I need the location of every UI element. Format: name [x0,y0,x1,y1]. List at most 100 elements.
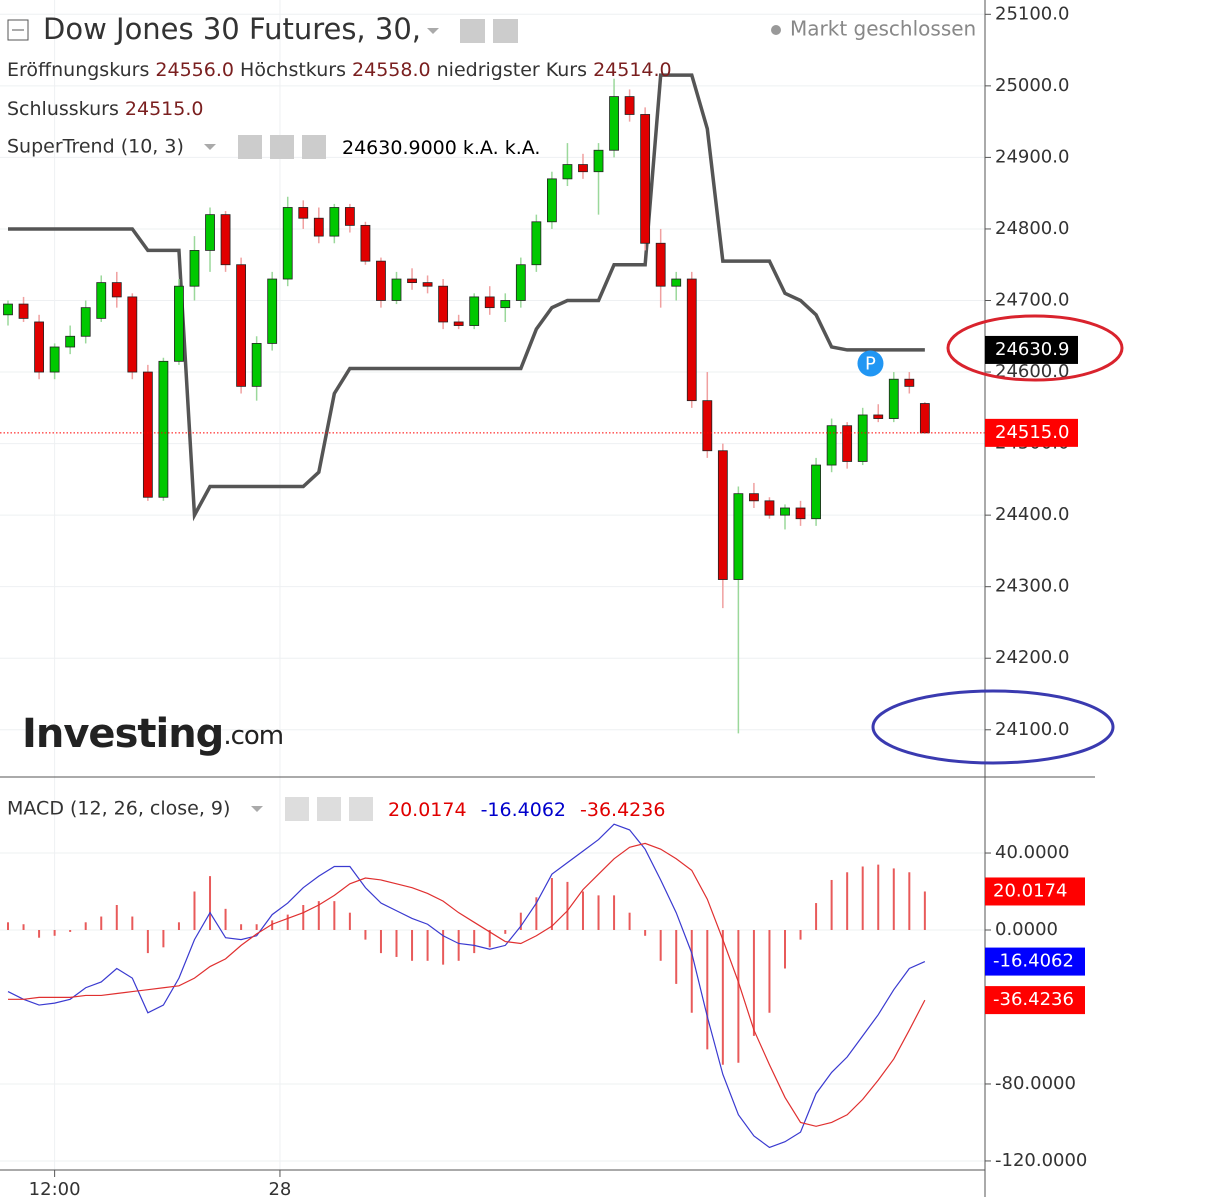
candle-body [547,178,557,223]
event-marker-label: P [865,353,876,374]
close-icon[interactable] [302,135,326,159]
candle-body [484,296,495,309]
price-marker-box [985,877,1085,906]
watermark-suffix: .com [223,721,283,751]
close-icon[interactable] [349,797,373,821]
candle-body [919,403,930,434]
candle-body [515,264,526,301]
legend-value: 24515.0 [125,98,204,120]
price-marker-box [985,986,1085,1015]
candle-body [749,493,759,502]
candle-body [142,371,153,498]
legend-value: 24514.0 [593,59,672,81]
supertrend-line [8,73,925,522]
candle-body [49,346,60,373]
candle-body [422,282,433,287]
eye-icon[interactable] [238,135,262,159]
candle-body [469,296,480,326]
settings-icon[interactable] [493,19,518,43]
candle-body [220,214,231,266]
eye-icon[interactable] [285,797,309,821]
y-tick-label: 25000.0 [995,75,1069,96]
x-tick-label: 28 [268,1179,291,1197]
candle-body [329,207,340,237]
candle-body [671,278,682,287]
indicator-line [8,842,926,1127]
indicator-value-extra: k.A. [505,137,541,159]
candle-body [578,164,588,173]
candle-body [842,425,853,462]
settings-icon[interactable] [270,135,294,159]
candle-body [795,507,806,520]
candle-body [18,303,29,319]
settings-icon[interactable] [317,797,341,821]
price-marker-label: 24515.0 [995,422,1069,443]
legend-value: 24556.0 [155,59,234,81]
y-tick-label: 24900.0 [995,146,1069,167]
macd-legend: MACD (12, 26, close, 9) [7,798,230,820]
collapse-icon[interactable] [7,19,29,41]
price-marker-box [985,335,1078,364]
price-marker-label: -36.4236 [993,989,1074,1010]
legend-label: niedrigster Kurs [437,59,587,81]
candle-body [313,217,324,237]
market-status: Markt geschlossen [790,17,976,41]
eye-icon[interactable] [460,19,485,43]
candle-body [531,221,542,266]
candle-body [174,285,184,362]
chart-title: Dow Jones 30 Futures, 30, [43,12,421,46]
candle-body [780,507,790,516]
y-tick-label: 40.0000 [995,842,1069,863]
candle-body [111,282,122,298]
price-marker-box [985,947,1085,976]
price-marker-label: 20.0174 [993,880,1067,901]
legend-label: Höchstkurs [240,59,346,81]
price-marker-box [985,418,1078,447]
y-tick-label: 24100.0 [995,719,1069,740]
indicator-line [7,823,926,1149]
marks: P [0,73,985,1149]
macd-value: 20.0174 [388,799,467,821]
candle-body [407,278,417,284]
candle-body [236,264,247,387]
annotation-ellipse [871,689,1115,765]
y-tick-label: 24400.0 [995,504,1069,525]
watermark-main: Investing [22,711,223,757]
macd-value: -16.4062 [481,799,566,821]
price-marker-label: 24630.9 [995,339,1069,360]
status-dot [771,25,781,35]
candle-body [453,321,464,326]
legend-label: Schlusskurs [7,98,119,120]
indicator-value: 24630.9000 k.A. k.A. [342,137,540,159]
candle-body [873,414,884,419]
x-tick-label: 12:00 [29,1179,81,1197]
legend-value: 24558.0 [352,59,431,81]
candle-body [764,500,775,516]
indicator-legend: SuperTrend (10, 3) [7,136,184,158]
price-marker-label: -16.4062 [993,951,1074,972]
candle-body [65,335,76,348]
y-tick-label: 25100.0 [995,3,1069,24]
dropdown-arrow[interactable] [204,144,216,150]
candle-body [376,260,386,301]
candle-body [438,285,449,323]
y-tick-label: 24700.0 [995,289,1069,310]
candle-body [189,250,200,287]
dropdown-arrow[interactable] [427,28,439,34]
candle-body [251,343,262,387]
legend-close: Schlusskurs 24515.0 [7,98,203,120]
y-tick-label: 0.0000 [995,919,1058,940]
candle-body [34,321,44,373]
candle-body [158,360,169,498]
candle-body [717,450,728,580]
dropdown-arrow[interactable] [251,806,263,812]
candle-body [733,493,744,580]
y-tick-label: 24800.0 [995,218,1069,239]
grid [0,0,985,1170]
indicator-value-extra: k.A. [463,137,499,159]
y-tick-label: -120.0000 [995,1150,1087,1171]
macd-value: -36.4236 [580,799,665,821]
candle-body [298,207,309,219]
